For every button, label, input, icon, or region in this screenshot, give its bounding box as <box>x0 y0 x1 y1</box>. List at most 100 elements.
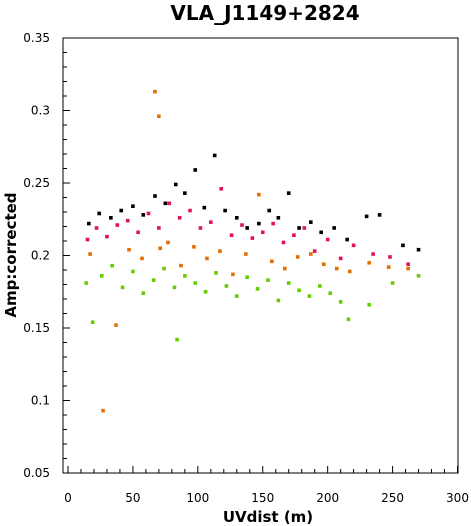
data-point <box>183 191 187 195</box>
data-point <box>255 287 260 291</box>
x-tick-label: 250 <box>381 491 404 505</box>
data-point <box>351 243 356 248</box>
data-point <box>416 274 421 278</box>
data-point <box>245 275 249 280</box>
data-point <box>260 230 265 235</box>
data-point <box>163 201 168 206</box>
data-point <box>136 230 140 235</box>
data-point <box>347 269 352 274</box>
data-point <box>281 240 286 245</box>
data-point <box>223 208 227 213</box>
y-tick-label: 0.3 <box>31 104 50 118</box>
data-point <box>371 252 375 256</box>
data-point <box>110 263 114 268</box>
data-point <box>234 216 239 220</box>
data-point <box>172 285 177 290</box>
data-point <box>173 182 178 187</box>
data-point <box>193 281 198 285</box>
data-point <box>308 252 313 256</box>
y-tick-label: 0.25 <box>23 176 50 190</box>
data-point <box>283 266 287 271</box>
data-point <box>188 208 192 213</box>
data-point <box>109 216 113 220</box>
data-point <box>364 214 369 219</box>
data-point <box>209 220 213 224</box>
y-tick-label: 0.2 <box>31 249 50 263</box>
data-point <box>244 252 248 256</box>
data-point <box>338 256 343 261</box>
data-point <box>240 223 244 227</box>
data-point <box>345 237 349 242</box>
data-marks <box>84 89 421 413</box>
data-point <box>90 320 95 324</box>
data-point <box>175 337 179 342</box>
data-point <box>416 247 421 252</box>
data-point <box>119 208 124 213</box>
data-point <box>157 226 161 230</box>
data-point <box>231 272 235 277</box>
data-point <box>115 223 120 227</box>
data-point <box>203 289 208 294</box>
x-tick-label: 50 <box>125 491 140 505</box>
data-point <box>296 255 300 259</box>
data-point <box>286 281 291 285</box>
data-point <box>120 285 125 290</box>
x-axis-label: UVdist (m) <box>223 508 313 526</box>
y-tick-label: 0.05 <box>23 466 50 480</box>
data-point <box>162 266 166 271</box>
data-point <box>386 265 391 269</box>
data-point <box>224 284 229 288</box>
data-point <box>84 281 88 285</box>
data-point <box>271 221 275 226</box>
data-point <box>338 300 343 304</box>
data-point <box>85 237 90 242</box>
data-point <box>328 291 333 295</box>
data-point <box>114 323 118 327</box>
data-point <box>267 208 272 213</box>
y-tick-label: 0.1 <box>31 394 50 408</box>
data-point <box>153 194 157 198</box>
data-point <box>250 236 255 240</box>
x-tick-label: 0 <box>64 491 72 505</box>
data-point <box>218 249 222 253</box>
data-point <box>125 218 130 223</box>
y-axis-label: Amp:corrected <box>2 192 20 317</box>
data-point <box>388 255 392 259</box>
data-point <box>183 274 187 278</box>
data-point <box>401 243 405 248</box>
data-point <box>212 153 217 158</box>
data-point <box>406 262 410 266</box>
data-point <box>158 246 162 251</box>
data-point <box>308 220 313 224</box>
data-point <box>319 230 323 235</box>
data-point <box>325 237 330 242</box>
data-point <box>270 259 274 264</box>
plot-frame <box>62 37 459 474</box>
data-point <box>318 284 322 288</box>
data-point <box>127 247 131 252</box>
data-point <box>105 234 109 239</box>
data-point <box>297 288 301 293</box>
data-point <box>257 192 261 197</box>
data-point <box>192 245 196 249</box>
data-point <box>131 269 135 274</box>
data-point <box>367 303 372 307</box>
y-tick-label: 0.15 <box>23 321 50 335</box>
data-point <box>97 211 101 216</box>
data-point <box>286 191 291 195</box>
data-point <box>141 291 146 295</box>
y-tick-label: 0.35 <box>23 31 50 45</box>
data-point <box>177 216 182 220</box>
data-point <box>94 226 99 230</box>
data-point <box>276 298 281 303</box>
data-point <box>146 211 151 216</box>
data-point <box>219 187 223 191</box>
data-point <box>297 226 301 230</box>
x-tick-label: 300 <box>446 491 469 505</box>
data-point <box>86 221 91 226</box>
data-point <box>157 114 161 119</box>
chart-title: VLA_J1149+2824 <box>170 1 359 25</box>
data-point <box>131 204 135 208</box>
data-point <box>167 201 172 206</box>
data-point <box>214 271 218 275</box>
